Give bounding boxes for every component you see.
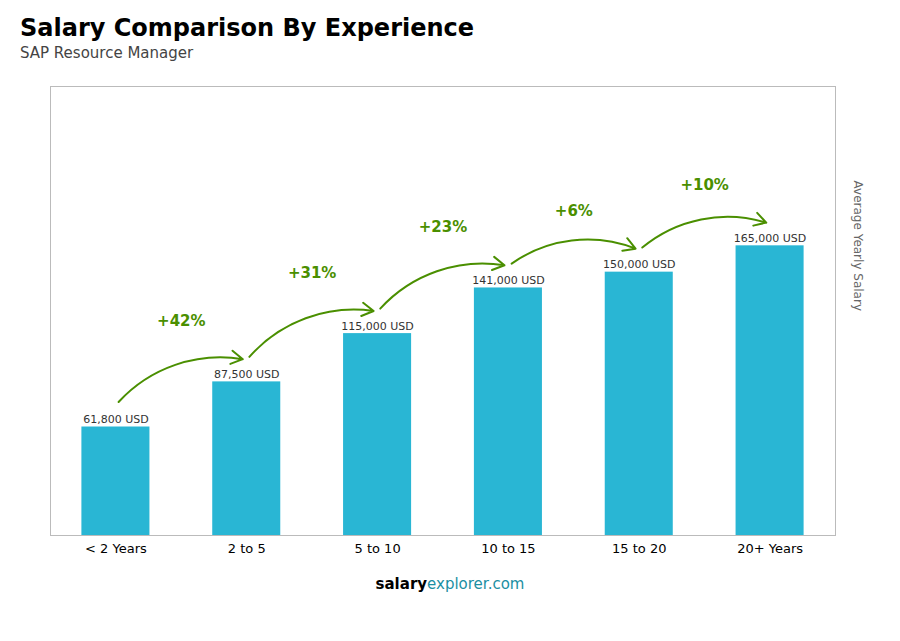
svg-text:+42%: +42% — [157, 312, 205, 330]
svg-text:150,000 USD: 150,000 USD — [603, 258, 676, 271]
html-text:SAP Resource Manager: SAP Resource Manager — [20, 44, 194, 62]
svg-text:15 to 20: 15 to 20 — [612, 541, 666, 556]
svg-text:< 2 Years: < 2 Years — [85, 541, 147, 556]
svg-text:165,000 USD: 165,000 USD — [734, 232, 807, 245]
svg-text:141,000 USD: 141,000 USD — [472, 274, 544, 287]
html-text:salary explorer.com: salary explorer.com — [375, 575, 525, 593]
svg-text:+23%: +23% — [419, 218, 467, 236]
svg-text:2 to 5: 2 to 5 — [228, 541, 266, 556]
svg-text:+10%: +10% — [680, 176, 728, 194]
svg-text:+31%: +31% — [288, 264, 336, 282]
svg-text:10 to 15: 10 to 15 — [481, 541, 535, 556]
html-text:Salary Comparison By Experienc: Salary Comparison By Experience — [20, 14, 475, 42]
svg-text:87,500 USD: 87,500 USD — [214, 368, 280, 381]
svg-text:61,800 USD: 61,800 USD — [83, 413, 148, 426]
svg-text:+6%: +6% — [555, 202, 593, 220]
svg-text:20+ Years: 20+ Years — [737, 541, 803, 556]
svg-text:115,000 USD: 115,000 USD — [341, 320, 414, 333]
svg-text:5 to 10: 5 to 10 — [355, 541, 401, 556]
svg-text:Average Yearly Salary: Average Yearly Salary — [851, 181, 865, 311]
